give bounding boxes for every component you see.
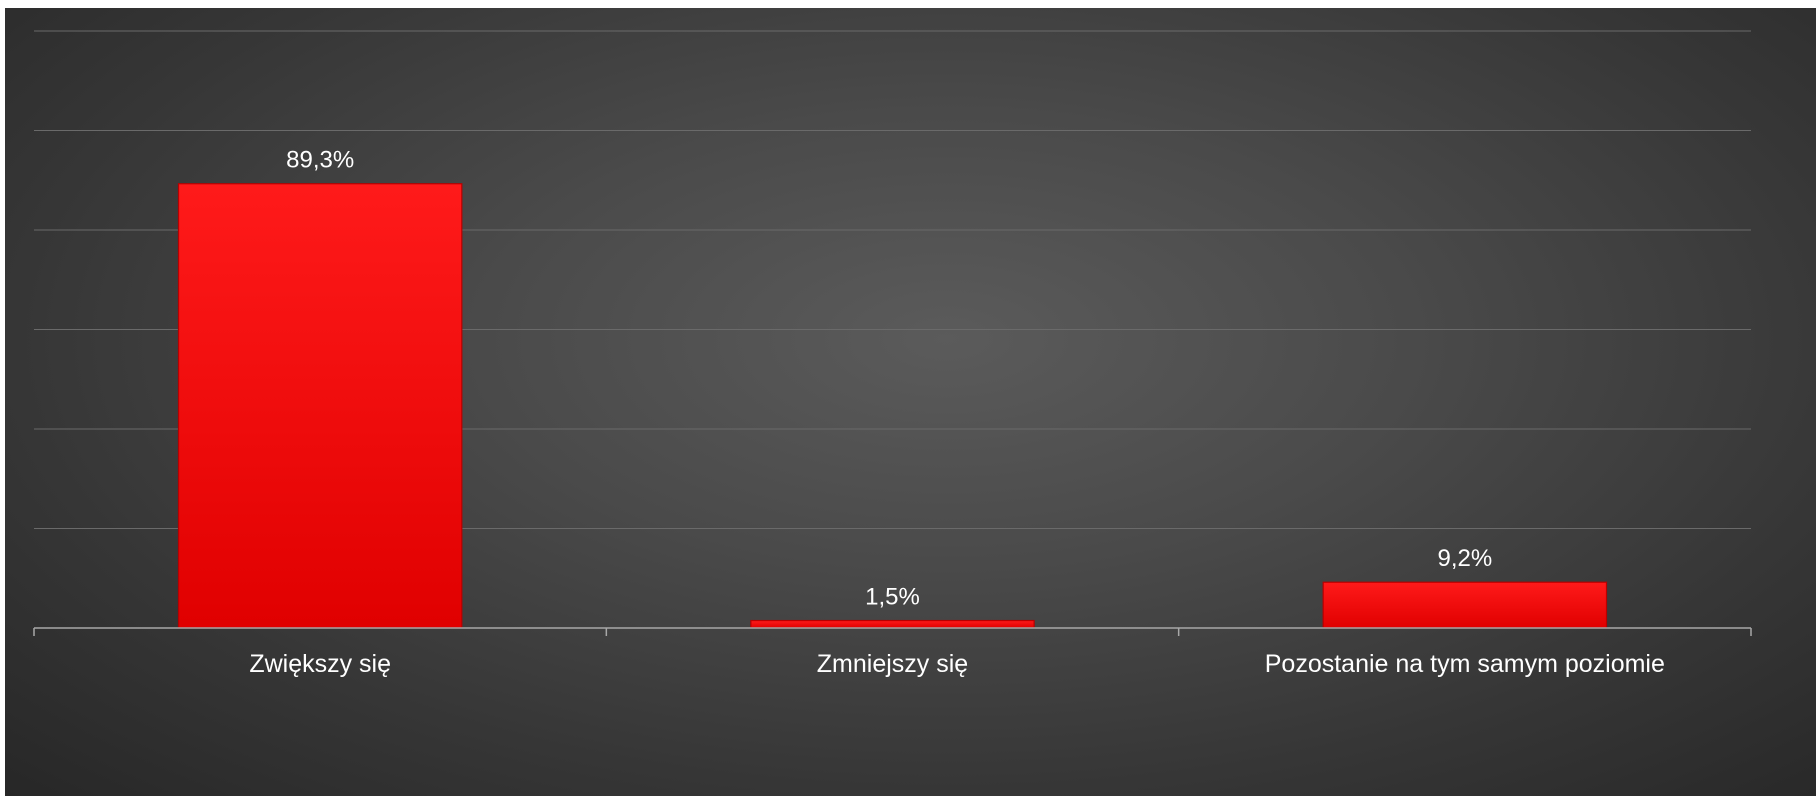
data-label: 89,3% — [286, 147, 354, 174]
data-label: 1,5% — [865, 584, 920, 611]
category-labels: Zwiększy się Zmniejszy się Pozostanie na t… — [249, 650, 1665, 678]
category-label: Pozostanie na tym samym poziomie — [1265, 650, 1665, 678]
bar — [750, 619, 1035, 629]
x-axis — [33, 627, 1752, 636]
data-label: 9,2% — [1437, 545, 1492, 572]
bar-chart: 89,3% 1,5% 9,2% Zwiększy się Zmniejszy się P… — [33, 30, 1752, 678]
bar — [177, 183, 463, 629]
category-label: Zwiększy się — [249, 650, 391, 678]
data-labels: 89,3% 1,5% 9,2% — [286, 147, 1492, 611]
chart-panel: 89,3% 1,5% 9,2% Zwiększy się Zmniejszy się P… — [5, 8, 1816, 796]
bar — [1322, 581, 1608, 629]
bars — [177, 183, 1608, 629]
category-label: Zmniejszy się — [817, 650, 968, 678]
